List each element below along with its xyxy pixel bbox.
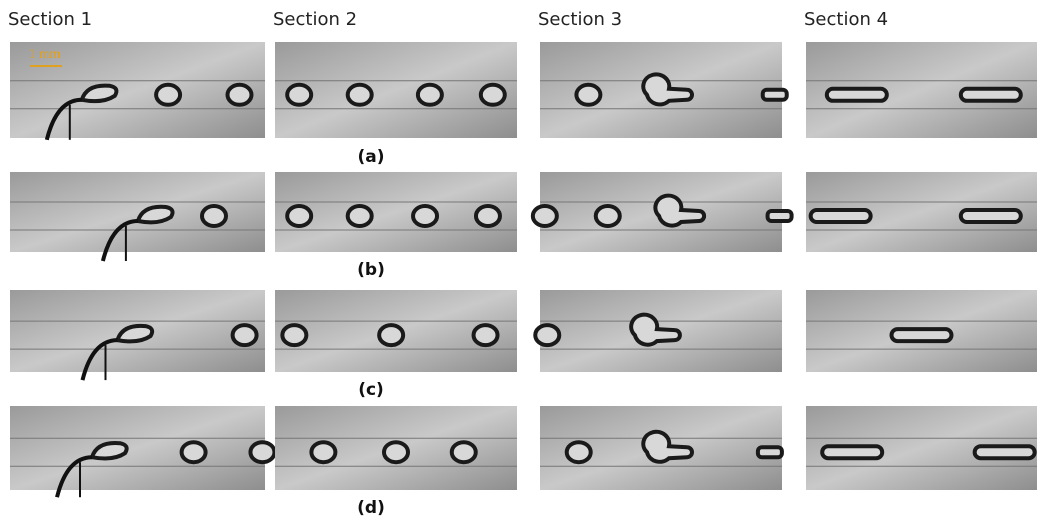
droplet	[287, 206, 311, 226]
slug	[763, 90, 787, 100]
column-header: Section 4	[804, 9, 888, 30]
slug	[892, 329, 952, 341]
droplet	[228, 85, 252, 105]
droplet	[474, 325, 498, 345]
column-header: Section 1	[8, 9, 92, 30]
panel-label: (d)	[357, 498, 385, 518]
droplet	[596, 206, 620, 226]
slug	[811, 210, 871, 222]
droplet	[413, 206, 437, 226]
droplet	[202, 206, 226, 226]
droplet	[533, 206, 557, 226]
droplet	[282, 325, 306, 345]
column-header: Section 3	[538, 9, 622, 30]
slug	[961, 210, 1021, 222]
droplet	[576, 85, 600, 105]
droplet	[452, 442, 476, 462]
slug	[822, 446, 882, 458]
droplet	[379, 325, 403, 345]
photo-panel	[10, 406, 265, 490]
droplet	[287, 85, 311, 105]
panel-label: (a)	[357, 147, 384, 167]
droplet	[418, 85, 442, 105]
droplet	[476, 206, 500, 226]
droplet	[535, 325, 559, 345]
droplet	[348, 206, 372, 226]
slug	[827, 89, 887, 101]
panel-label: (b)	[357, 260, 385, 280]
droplet	[156, 85, 180, 105]
slug	[961, 89, 1021, 101]
panel-label: (c)	[358, 380, 384, 400]
slug	[975, 446, 1035, 458]
droplet	[384, 442, 408, 462]
column-header: Section 2	[273, 9, 357, 30]
scale-bar-label: 1 mm	[28, 47, 60, 62]
droplet	[233, 325, 257, 345]
droplet	[567, 442, 591, 462]
droplet	[182, 442, 206, 462]
droplet	[348, 85, 372, 105]
droplet	[481, 85, 505, 105]
droplet	[311, 442, 335, 462]
slug	[758, 447, 782, 457]
slug	[768, 211, 792, 221]
figure: Section 1 Section 2 Section 3 Section 4 (a) (…	[0, 0, 1042, 523]
droplet	[250, 442, 274, 462]
figure-canvas: Section 1 Section 2 Section 3 Section 4 (a) (…	[0, 0, 1042, 523]
